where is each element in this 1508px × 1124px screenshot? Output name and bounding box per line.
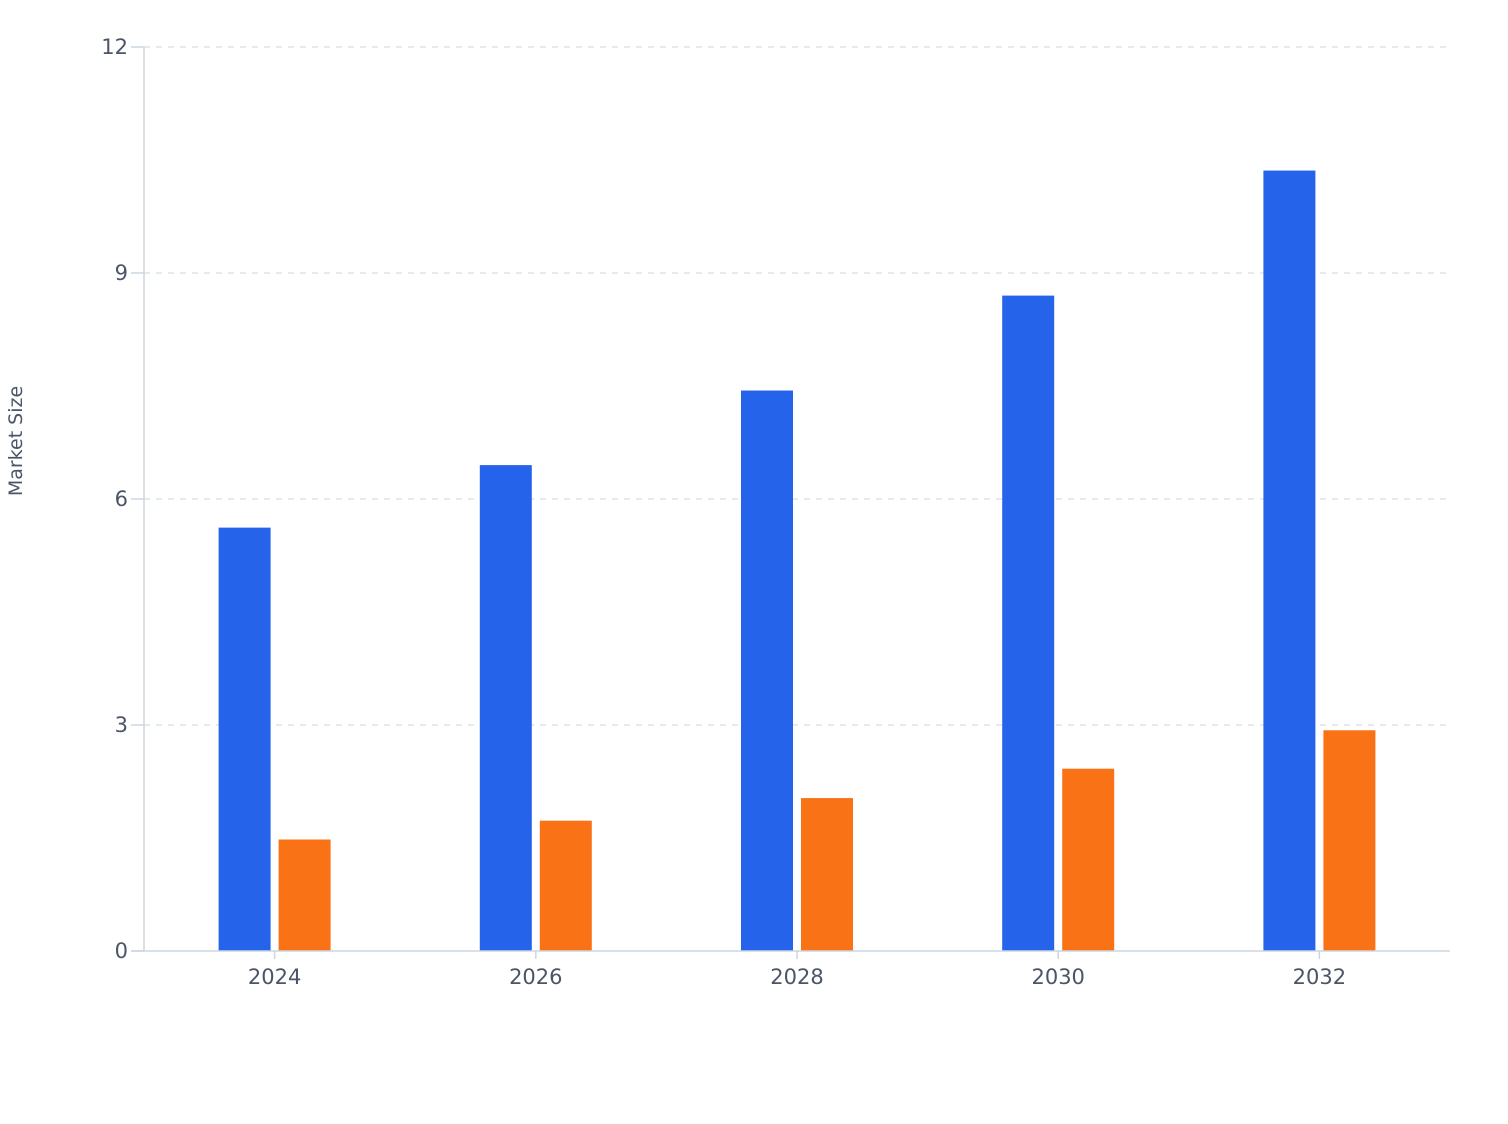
bar-series-1-2026 [479, 465, 532, 951]
y-tick-label: 3 [115, 713, 128, 737]
y-tick-label: 6 [115, 487, 128, 511]
x-tick-label: 2028 [770, 965, 823, 989]
bar-series-2-2028 [801, 798, 853, 951]
y-tick-label: 12 [101, 35, 128, 59]
x-tick-label: 2030 [1031, 965, 1084, 989]
bar-series-2-2026 [539, 820, 592, 951]
y-tick-label: 9 [115, 261, 128, 285]
bar-series-2-2032 [1323, 730, 1376, 951]
bar-series-1-2032 [1263, 170, 1316, 952]
x-tick-label: 2032 [1293, 965, 1346, 989]
y-tick-label: 0 [115, 939, 128, 963]
bar-series-2-2024 [278, 839, 331, 951]
bar-series-1-2028 [741, 390, 793, 951]
bar-series-2-2030 [1062, 768, 1115, 951]
y-axis-title: Market Size [5, 386, 27, 496]
bar-series-1-2024 [218, 527, 271, 951]
x-tick-label: 2024 [248, 965, 301, 989]
x-axis-ticks: 2024 2026 2028 2030 2032 [248, 951, 1346, 989]
bars [218, 170, 1376, 952]
gridlines [144, 46, 1447, 726]
x-tick-label: 2026 [509, 965, 562, 989]
y-axis-ticks: 0 3 6 9 12 [101, 35, 144, 963]
bar-series-1-2030 [1002, 295, 1055, 952]
